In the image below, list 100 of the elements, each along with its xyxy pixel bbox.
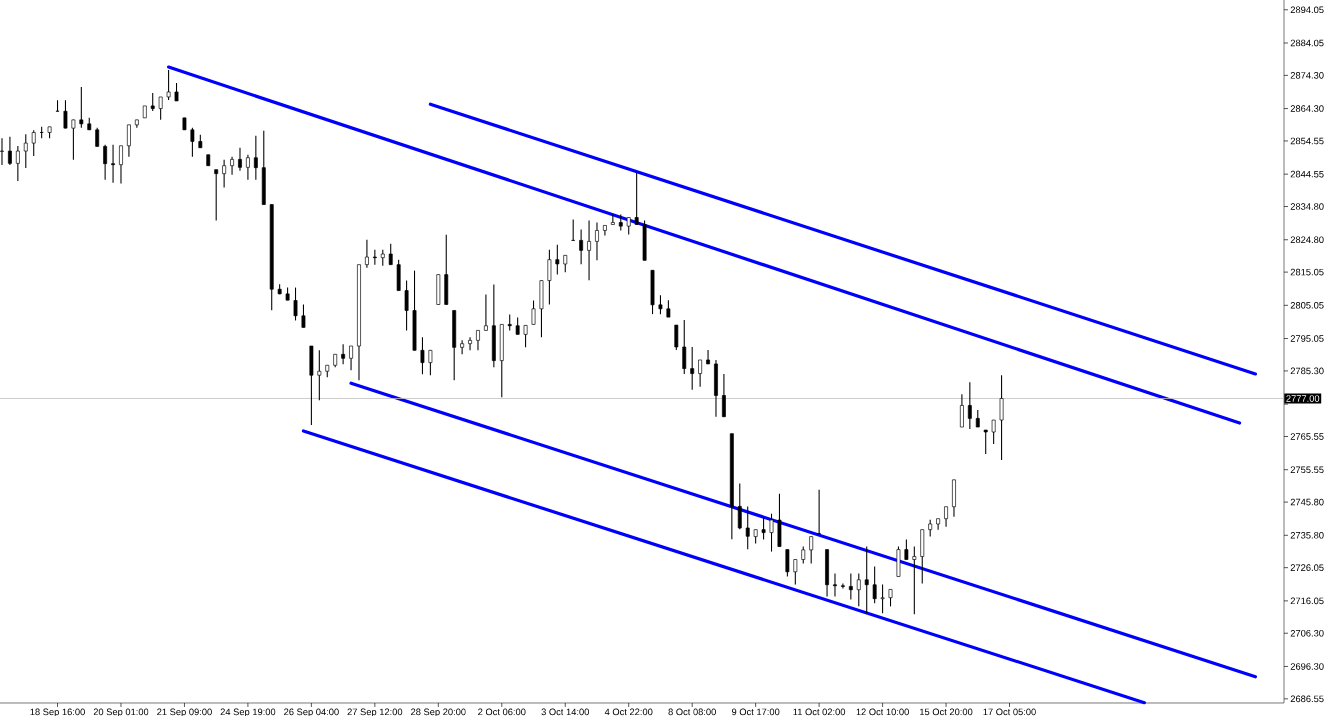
candlestick [71,119,76,161]
x-tick-label: 9 Oct 17:00 [731,708,780,716]
y-tick-label: 2726.05 [1290,564,1324,571]
candlestick [579,228,584,265]
candlestick [904,539,909,561]
candlestick [365,239,369,269]
y-tick-label: 2755.55 [1290,466,1324,473]
candlestick [658,294,663,315]
candlestick [587,219,591,281]
y-tick-label: 2844.55 [1290,170,1324,178]
candlestick [555,244,560,276]
y-tick-label: 2884.05 [1290,39,1324,47]
candlestick [698,359,703,388]
candlestick [690,346,695,391]
candlestick [848,572,853,600]
candlestick [991,419,996,445]
candlestick [682,319,687,375]
y-tick-label: 2765.55 [1290,433,1324,440]
candlestick [468,336,472,351]
y-tick-label: 2805.05 [1290,302,1324,309]
candlestick [293,287,298,321]
candlestick [864,546,869,614]
candlestick [253,135,258,181]
x-tick-label: 15 Oct 20:00 [920,708,973,716]
candlestick [959,393,964,428]
candlestick [404,280,409,331]
x-tick-label: 4 Oct 22:00 [604,708,653,716]
candlestick [912,546,917,615]
candlestick [785,549,790,577]
candlestick [674,324,679,351]
candlestick [944,506,948,528]
candlestick [111,144,115,184]
candlestick [809,536,814,565]
candlestick [761,516,766,541]
candlestick [967,381,972,430]
y-tick-label: 2686.55 [1290,695,1324,703]
candlestick [214,169,219,222]
candlestick [999,374,1004,461]
candlestick [833,572,837,597]
candlestick [523,324,528,348]
candlestick [793,558,798,585]
candlestick [341,343,346,365]
candlestick [15,145,20,182]
candlestick [166,69,171,101]
candlestick [222,159,227,189]
y-tick-label: 2874.30 [1290,72,1324,79]
candlestick [880,583,885,614]
candlestick [428,349,433,376]
candlestick [483,293,488,331]
candlestick [349,345,353,371]
y-tick-label: 2745.80 [1290,498,1324,506]
candlestick [721,373,726,418]
candlestick [103,144,108,181]
candlestick [745,505,750,550]
candlestick [983,429,988,455]
candlestick [372,249,377,266]
candlestick [840,582,845,589]
candlestick [127,124,131,158]
x-tick-label: 11 Oct 02:00 [793,708,846,716]
x-tick-label: 8 Oct 08:00 [668,708,716,716]
candlestick [595,221,599,261]
y-tick-label: 2815.05 [1290,268,1324,276]
candlestick [79,86,84,129]
candlestick [737,482,742,530]
candlestick [246,154,250,181]
candlestick [190,127,195,158]
candlestick [158,96,163,121]
candlestick [388,243,393,266]
candlestick [769,513,774,553]
candlestick [476,329,480,351]
x-tick-label: 17 Oct 05:00 [983,708,1036,716]
x-tick-label: 12 Oct 10:00 [856,708,909,716]
y-tick-label: 2834.80 [1290,203,1324,210]
candlestick [31,129,36,157]
candlestick [610,213,615,226]
candlestick [547,249,552,306]
ref-line-label: 2777.00 [1286,395,1320,402]
candlestick [317,349,322,401]
y-tick-label: 2696.30 [1290,663,1324,670]
y-tick-label: 2735.80 [1290,532,1324,539]
candlestick [230,156,234,176]
candlestick [420,336,425,375]
y-tick-label: 2864.30 [1290,105,1324,112]
candlestick [706,349,710,365]
candlestick [531,299,536,325]
x-tick-label: 3 Oct 14:00 [541,708,590,716]
x-tick-label: 2 Oct 06:00 [478,708,526,716]
y-tick-label: 2824.80 [1290,236,1324,244]
y-tick-label: 2795.05 [1290,335,1324,342]
candlestick [23,133,28,169]
candlestick [856,572,861,607]
y-tick-label: 2894.05 [1290,6,1324,14]
candlestick [301,303,306,328]
candlestick [634,172,639,226]
candlestick [119,145,123,185]
y-tick-label: 2706.30 [1290,629,1324,637]
candlestick [95,127,100,147]
candlestick [460,339,465,355]
candlestick [8,136,12,166]
candlestick [63,99,68,129]
